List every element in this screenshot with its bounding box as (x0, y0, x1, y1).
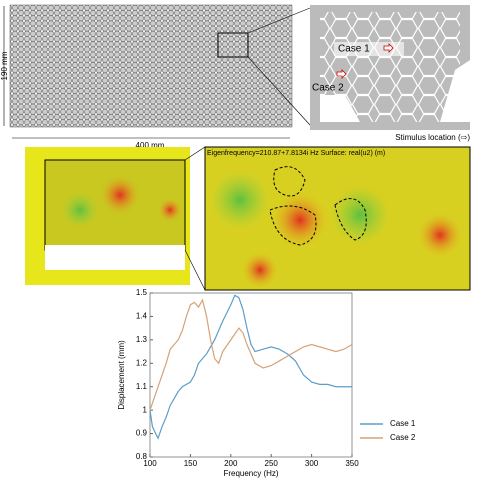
legend-label: Case 1 (390, 419, 416, 428)
stimulus-label: Stimulus location (⇨) (395, 133, 470, 142)
x-tick-label: 350 (345, 459, 359, 468)
plot-frame (149, 292, 353, 458)
x-axis-label: Frequency (Hz) (223, 469, 278, 478)
y-tick-label: 0.9 (136, 429, 148, 438)
case1-label: Case 1 (338, 44, 370, 55)
y-tick-label: 0.8 (136, 452, 148, 461)
x-tick-label: 300 (305, 459, 319, 468)
x-tick-label: 100 (143, 459, 157, 468)
x-tick-label: 250 (265, 459, 279, 468)
top-zoom-panel: Case 1 Case 2 Stimulus location (⇨) (310, 5, 470, 142)
y-tick-label: 1.4 (136, 312, 148, 321)
y-axis-label: Displacement (mm) (117, 340, 126, 410)
line-chart: 100 150 200 250 300 350 0.8 0.9 1 1.1 1.2 1.3 1.4 1.5… (117, 288, 416, 478)
x-tick-label: 200 (224, 459, 238, 468)
y-tick-label: 1.5 (136, 288, 148, 297)
y-tick-label: 1 (143, 405, 148, 414)
case2-label: Case 2 (312, 83, 344, 94)
top-left-panel: 400 mm 190 mm (0, 4, 311, 150)
y-tick-label: 1.1 (136, 382, 148, 391)
series-line (149, 298, 353, 411)
x-tick-label: 150 (184, 459, 198, 468)
legend-label: Case 2 (390, 433, 416, 442)
series-line (149, 294, 352, 440)
middle-panels: Eigenfrequency=210.87+7.8134i Hz Surface… (25, 146, 471, 291)
eigen-caption: Eigenfrequency=210.87+7.8134i Hz Surface… (207, 150, 385, 157)
width-label: 400 mm (136, 141, 165, 150)
y-tick-label: 1.2 (136, 358, 148, 367)
y-tick-label: 1.3 (136, 335, 148, 344)
height-label: 190 mm (0, 51, 9, 80)
